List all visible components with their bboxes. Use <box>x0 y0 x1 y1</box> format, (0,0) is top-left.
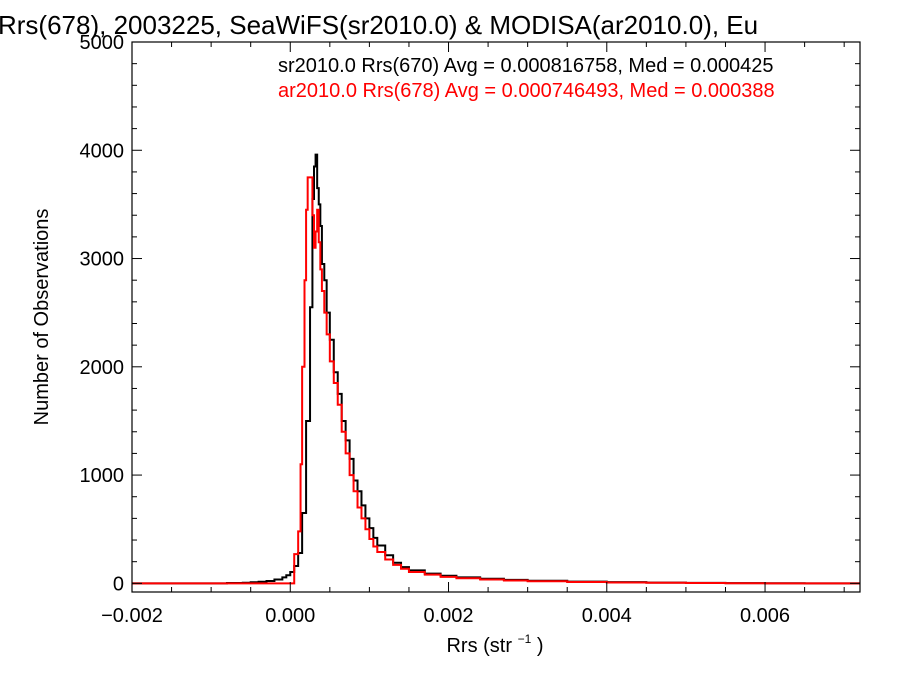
series-layer <box>132 153 860 585</box>
legend-annotation-red: ar2010.0 Rrs(678) Avg = 0.000746493, Med… <box>278 80 775 102</box>
plot-frame <box>131 41 861 593</box>
legend-annotation-black: sr2010.0 Rrs(670) Avg = 0.000816758, Med… <box>278 55 778 77</box>
x-tick-label: 0.000 <box>265 605 315 627</box>
y-axis-label: Number of Observations <box>31 209 53 426</box>
series-line-red <box>132 176 860 585</box>
x-axis-label-end: ) <box>537 635 544 657</box>
x-axis-label-superscript: −1 <box>518 632 532 646</box>
y-tick-label: 4000 <box>80 140 125 162</box>
y-tick-label: 2000 <box>80 357 125 379</box>
y-tick-label: 1000 <box>80 465 125 487</box>
x-tick-label: 0.002 <box>423 605 473 627</box>
axis-ticks: −0.002 0.000 0.002 0.004 0.006 0 1000 2000 3000 4… <box>80 32 860 627</box>
x-tick-label: 0.004 <box>582 605 632 627</box>
x-axis-label-main: Rrs (str <box>446 635 512 657</box>
x-tick-label: 0.006 <box>740 605 790 627</box>
x-axis-label: Rrs (str −1 ) <box>446 626 543 657</box>
x-tick-label: −0.002 <box>101 605 163 627</box>
y-tick-label: 5000 <box>80 32 125 54</box>
y-tick-label: 3000 <box>80 249 125 271</box>
chart-title: Rrs(678), 2003225, SeaWiFS(sr2010.0) & M… <box>0 10 758 40</box>
series-line-black <box>132 153 860 585</box>
y-tick-label: 0 <box>113 573 124 595</box>
